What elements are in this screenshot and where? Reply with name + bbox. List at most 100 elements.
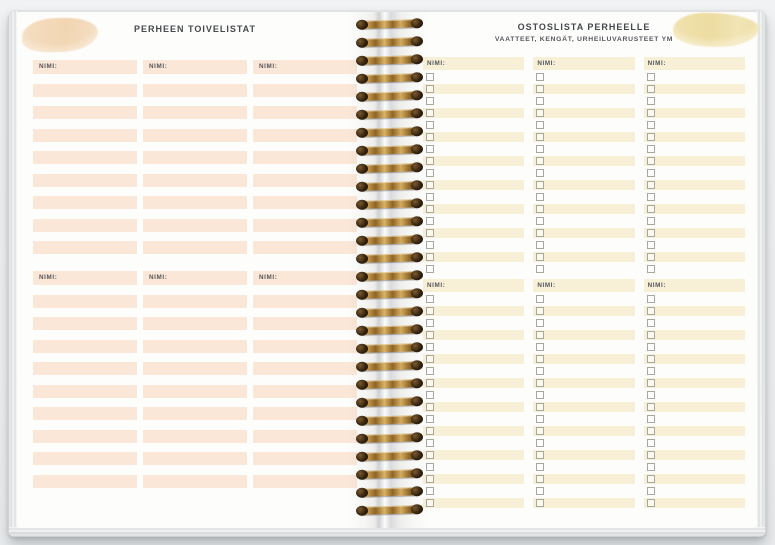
checkbox-icon [646,120,655,129]
list-row [253,384,357,398]
checkbox-icon [536,390,545,399]
column-header-nimi: NIMI: [143,60,247,74]
checklist-row [643,179,745,190]
wishlist-column: NIMI: [143,271,247,488]
list-row [253,429,357,443]
checkbox-icon [646,366,655,375]
list-row [253,474,357,488]
list-row [253,339,357,353]
checklist-row [423,96,524,107]
list-row [253,294,357,308]
checkbox-icon [536,84,545,93]
checkbox-icon [646,168,655,177]
checkbox-icon [536,330,545,339]
checkbox-icon [536,192,545,201]
checkbox-icon [646,426,655,435]
checklist-row [533,120,634,131]
checklist-row [423,390,524,401]
checklist-row [533,390,634,401]
checklist-row [423,240,524,251]
checkbox-icon [646,402,655,411]
checkbox-icon [646,414,655,423]
checklist-row [533,366,634,377]
checklist-row [423,329,525,340]
checklist-row [644,96,745,107]
checklist-row [644,144,745,155]
list-row [33,294,137,308]
checkbox-icon [536,156,545,165]
checkbox-icon [536,240,545,249]
checkbox-icon [646,294,655,303]
checkbox-icon [536,498,545,507]
list-row [143,294,247,308]
shopping-list-section: NIMI: NIMI: NIMI: [423,57,745,274]
checklist-row [533,168,634,179]
family-wishlist-lists: NIMI: NIMI: NIMI: NIMI: NIMI: NIMI: [33,60,357,488]
wishlist-section: NIMI: NIMI: NIMI: [33,60,357,254]
checklist-row [423,251,525,262]
checklist-row [533,227,635,238]
list-row [143,241,247,254]
checkbox-icon [646,450,655,459]
list-row [143,452,247,465]
checklist-row [644,168,745,179]
wishlist-column: NIMI: [33,60,137,254]
column-header-nimi: NIMI: [253,60,357,74]
checklist-row [644,216,745,227]
checkbox-icon [536,414,545,423]
planner-book: PERHEEN TOIVELISTAT OSTOSLISTA PERHEELLE… [8,10,766,537]
checklist-row [423,227,525,238]
list-row [33,362,137,375]
checkbox-icon [536,378,545,387]
checklist-row [643,227,745,238]
wishlist-column: NIMI: [253,271,357,488]
checkbox-icon [536,294,545,303]
checkbox-icon [536,450,545,459]
checkbox-icon [646,228,655,237]
family-shopping-lists: NIMI: NIMI: NIMI: NIMI: NIMI: NIMI: [423,57,745,508]
shopping-list-column: NIMI: [533,57,635,275]
checklist-row [533,353,635,364]
checkbox-icon [646,474,655,483]
checkbox-icon [536,264,545,273]
watercolor-swash-peach [21,16,99,54]
checklist-row [423,438,524,449]
checklist-row [423,497,525,508]
checkbox-icon [536,426,545,435]
checklist-row [423,305,525,316]
checklist-row [533,264,634,275]
checklist-row [423,107,525,118]
wishlist-column: NIMI: [253,60,357,254]
checkbox-icon [536,354,545,363]
checklist-row [533,425,635,436]
checklist-row [644,390,745,401]
shopping-list-column: NIMI: [643,57,745,274]
checklist-row [643,425,745,436]
checklist-row [423,342,524,353]
checkbox-icon [646,240,655,249]
checklist-row [533,318,634,329]
checklist-row [533,131,635,142]
column-header-nimi: NIMI: [33,60,137,74]
checkbox-icon [646,498,655,507]
checkbox-icon [536,402,545,411]
checklist-row [533,449,635,460]
checklist-row [533,473,635,484]
checkbox-icon [536,366,545,375]
checkbox-icon [536,216,545,225]
checkbox-icon [536,474,545,483]
checklist-row [423,366,524,377]
list-row [143,218,247,232]
checklist-row [533,203,635,214]
checklist-row [533,179,635,190]
checkbox-icon [646,84,655,93]
checklist-row [423,414,524,425]
checklist-row [423,486,524,497]
checklist-row [423,425,525,436]
checkbox-icon [536,318,545,327]
checklist-row [644,486,745,497]
list-row [143,317,247,330]
open-pages: PERHEEN TOIVELISTAT OSTOSLISTA PERHEELLE… [17,12,760,528]
list-row [33,407,137,420]
checklist-row [644,414,745,425]
